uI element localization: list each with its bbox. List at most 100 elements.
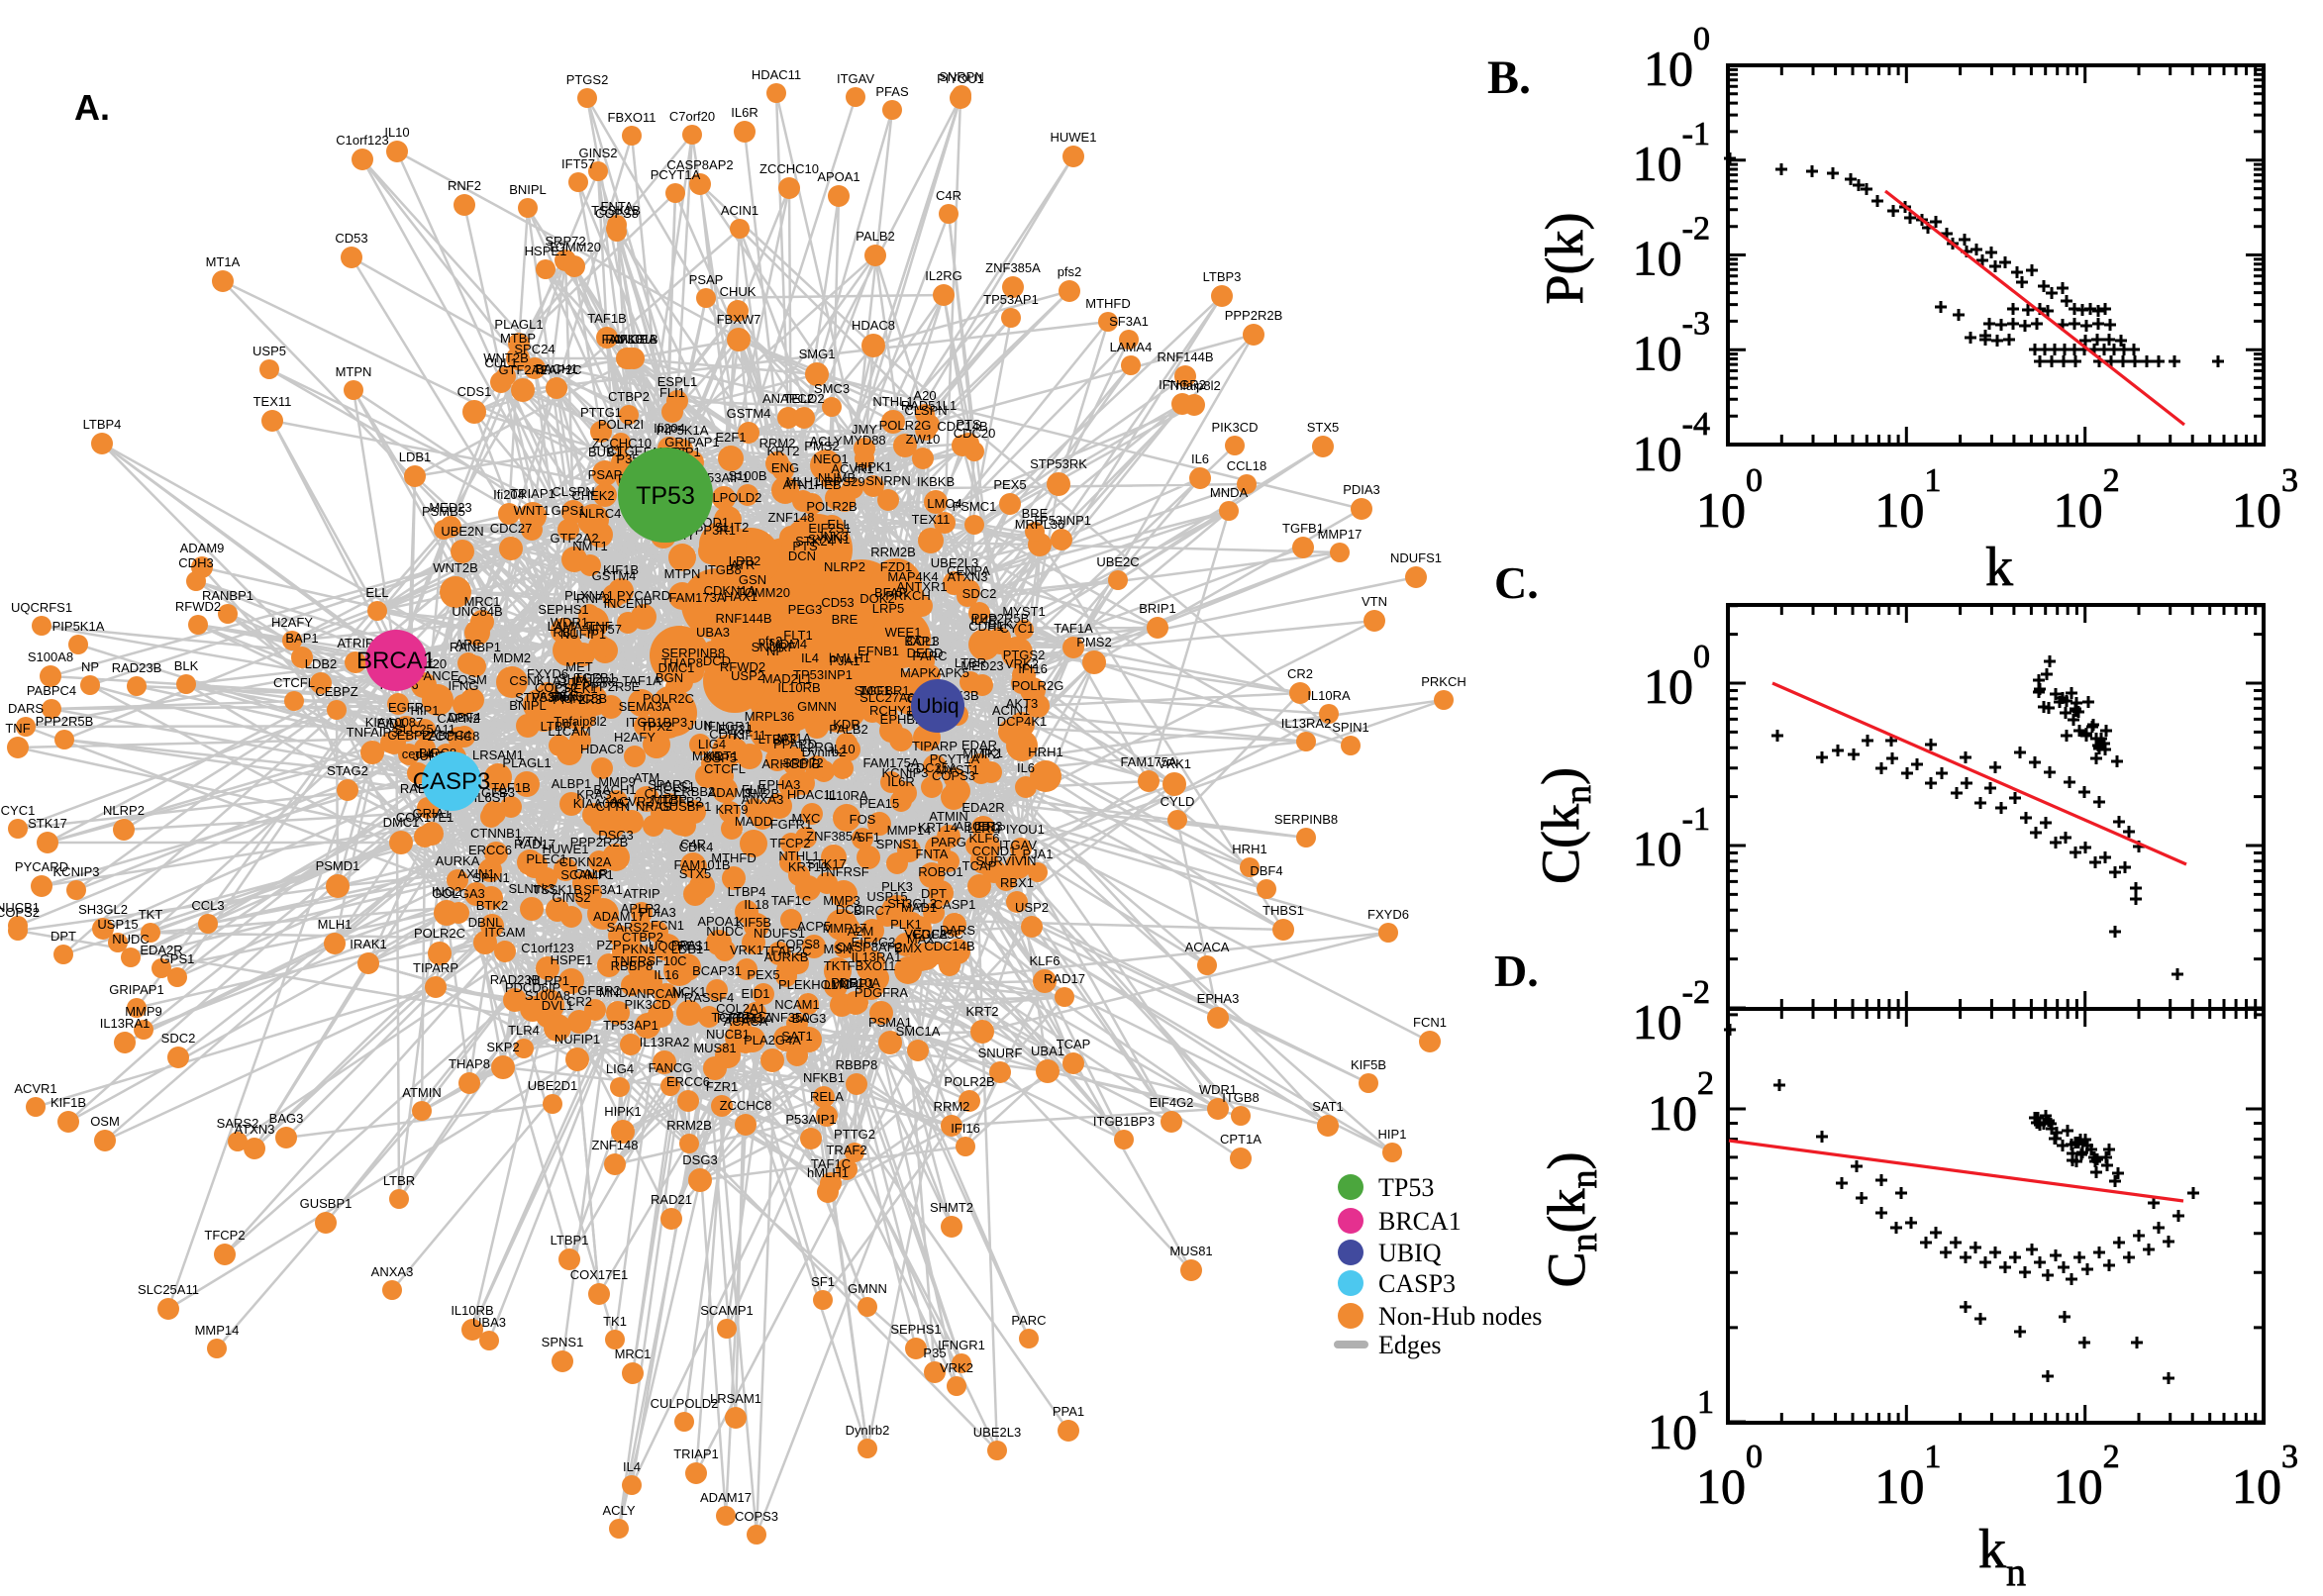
svg-text:PCYT1A: PCYT1A — [651, 167, 701, 182]
svg-text:BCAP31: BCAP31 — [692, 963, 742, 978]
svg-text:FAM175A: FAM175A — [862, 755, 919, 770]
svg-text:POLR2G: POLR2G — [1012, 678, 1064, 693]
svg-text:STP53RK: STP53RK — [1030, 456, 1087, 471]
svg-text:IL6: IL6 — [1191, 451, 1209, 466]
svg-text:ITGB1BP3: ITGB1BP3 — [626, 715, 687, 730]
svg-text:SF3A1: SF3A1 — [583, 882, 623, 897]
svg-text:PJA1: PJA1 — [829, 653, 859, 668]
svg-text:FZD1: FZD1 — [880, 559, 913, 574]
svg-text:IER3: IER3 — [974, 819, 1003, 834]
svg-text:CTBP2: CTBP2 — [622, 930, 663, 945]
svg-text:OSM: OSM — [90, 1114, 120, 1129]
svg-text:MTPN: MTPN — [336, 364, 372, 379]
svg-text:NUFIP1: NUFIP1 — [560, 627, 606, 642]
svg-text:KLF6: KLF6 — [968, 831, 999, 846]
svg-text:PTGS2: PTGS2 — [1003, 648, 1046, 662]
svg-text:KRT14: KRT14 — [918, 820, 958, 835]
svg-text:ENG: ENG — [771, 460, 799, 475]
svg-text:GSTM4: GSTM4 — [592, 568, 637, 583]
svg-text:STX5: STX5 — [679, 866, 712, 881]
svg-text:TGFB1: TGFB1 — [1282, 521, 1324, 536]
svg-text:CHEK1: CHEK1 — [555, 681, 597, 696]
svg-text:TRIAP1: TRIAP1 — [510, 486, 556, 501]
svg-text:GRIA1: GRIA1 — [412, 806, 451, 821]
svg-text:BUB1: BUB1 — [588, 445, 622, 459]
svg-text:IL10: IL10 — [384, 125, 409, 140]
svg-text:RAD17: RAD17 — [1044, 971, 1085, 986]
svg-text:BTK2: BTK2 — [476, 898, 509, 913]
svg-text:TAF1A: TAF1A — [622, 673, 661, 688]
svg-text:RRM2: RRM2 — [759, 436, 796, 450]
svg-text:TP53AP1: TP53AP1 — [603, 1018, 658, 1033]
svg-text:CR2: CR2 — [566, 994, 592, 1009]
svg-text:MRPL36: MRPL36 — [1015, 517, 1065, 532]
svg-text:SKP2: SKP2 — [486, 1040, 519, 1054]
svg-text:KRT1: KRT1 — [706, 748, 739, 763]
svg-text:TGFBR1: TGFBR1 — [858, 683, 909, 698]
svg-text:EIF4G2: EIF4G2 — [1150, 1095, 1194, 1110]
svg-text:MMP17: MMP17 — [1318, 527, 1363, 542]
svg-text:BLK: BLK — [988, 617, 1013, 632]
svg-text:EIF3J: EIF3J — [718, 722, 752, 737]
svg-text:pfs2: pfs2 — [1058, 264, 1082, 279]
svg-text:CHEK2: CHEK2 — [571, 488, 614, 503]
svg-text:GPS1: GPS1 — [552, 503, 586, 518]
svg-text:NTHL1: NTHL1 — [778, 848, 819, 863]
svg-text:L1CAM: L1CAM — [548, 724, 590, 739]
svg-text:ANAPC2: ANAPC2 — [762, 391, 814, 406]
svg-text:P53AIP1: P53AIP1 — [698, 470, 749, 485]
svg-text:C7orf20: C7orf20 — [669, 109, 715, 124]
svg-text:SERPINB8: SERPINB8 — [661, 646, 725, 660]
svg-text:UBIQ: UBIQ — [1378, 1239, 1442, 1267]
svg-text:IL6R: IL6R — [887, 774, 914, 789]
svg-text:BACH1: BACH1 — [535, 361, 577, 376]
svg-text:TKT: TKT — [139, 907, 163, 922]
svg-text:ITGB8: ITGB8 — [1222, 1090, 1260, 1105]
svg-text:PEG3: PEG3 — [788, 602, 823, 617]
svg-text:RAD17: RAD17 — [514, 837, 556, 851]
svg-text:KCNIP3: KCNIP3 — [53, 864, 100, 879]
svg-text:HIP1: HIP1 — [1378, 1127, 1407, 1142]
svg-text:LTBP3: LTBP3 — [758, 732, 797, 747]
svg-text:PLK3: PLK3 — [881, 879, 913, 894]
svg-text:SPC24: SPC24 — [514, 342, 555, 356]
svg-text:PIYOU1: PIYOU1 — [937, 71, 984, 86]
svg-text:IL10RB: IL10RB — [451, 1303, 493, 1318]
svg-text:TP53INP1: TP53INP1 — [793, 667, 853, 682]
svg-text:ESPL1: ESPL1 — [657, 374, 697, 389]
svg-text:CDKN2A: CDKN2A — [559, 854, 612, 869]
svg-text:MMP9: MMP9 — [598, 774, 636, 789]
svg-text:ERBB2: ERBB2 — [673, 784, 716, 799]
svg-text:SEPHS1: SEPHS1 — [890, 1322, 941, 1337]
svg-text:RELA: RELA — [810, 1089, 844, 1104]
svg-text:TEX11: TEX11 — [912, 512, 951, 527]
svg-text:MDM2: MDM2 — [493, 650, 531, 665]
svg-text:PRKCH: PRKCH — [885, 588, 931, 603]
svg-text:EIF4G2: EIF4G2 — [852, 935, 896, 949]
svg-text:ATXN3: ATXN3 — [948, 569, 988, 584]
svg-text:THBS1: THBS1 — [1262, 903, 1304, 918]
svg-text:DCC: DCC — [836, 902, 863, 917]
svg-text:TNFRSF10C: TNFRSF10C — [612, 953, 686, 968]
svg-text:ITGB8: ITGB8 — [704, 562, 742, 577]
svg-text:FOS: FOS — [850, 812, 876, 827]
svg-text:CDH1: CDH1 — [968, 619, 1003, 634]
svg-text:PEX5: PEX5 — [993, 477, 1026, 492]
svg-text:EPHA3: EPHA3 — [758, 777, 801, 792]
svg-text:SMG1: SMG1 — [799, 347, 836, 361]
svg-text:SH3GL2: SH3GL2 — [78, 902, 128, 917]
svg-text:MNDA: MNDA — [1210, 485, 1249, 500]
svg-text:KIF1B: KIF1B — [603, 562, 639, 577]
svg-text:HDAC11: HDAC11 — [752, 67, 801, 82]
svg-text:BLK: BLK — [174, 658, 199, 673]
svg-text:PALB2: PALB2 — [856, 229, 895, 244]
svg-text:LAMA4: LAMA4 — [548, 619, 590, 634]
svg-text:MUS81: MUS81 — [693, 1041, 736, 1055]
svg-text:MMP17: MMP17 — [823, 921, 867, 936]
svg-text:HUWE1: HUWE1 — [1051, 130, 1097, 145]
svg-text:hMLH1: hMLH1 — [807, 1165, 849, 1180]
svg-text:UBE2D1: UBE2D1 — [528, 1078, 578, 1093]
svg-text:FBXW7: FBXW7 — [717, 312, 761, 327]
svg-text:NLRP1: NLRP1 — [528, 973, 569, 988]
svg-text:PPP2R5E: PPP2R5E — [582, 679, 641, 694]
